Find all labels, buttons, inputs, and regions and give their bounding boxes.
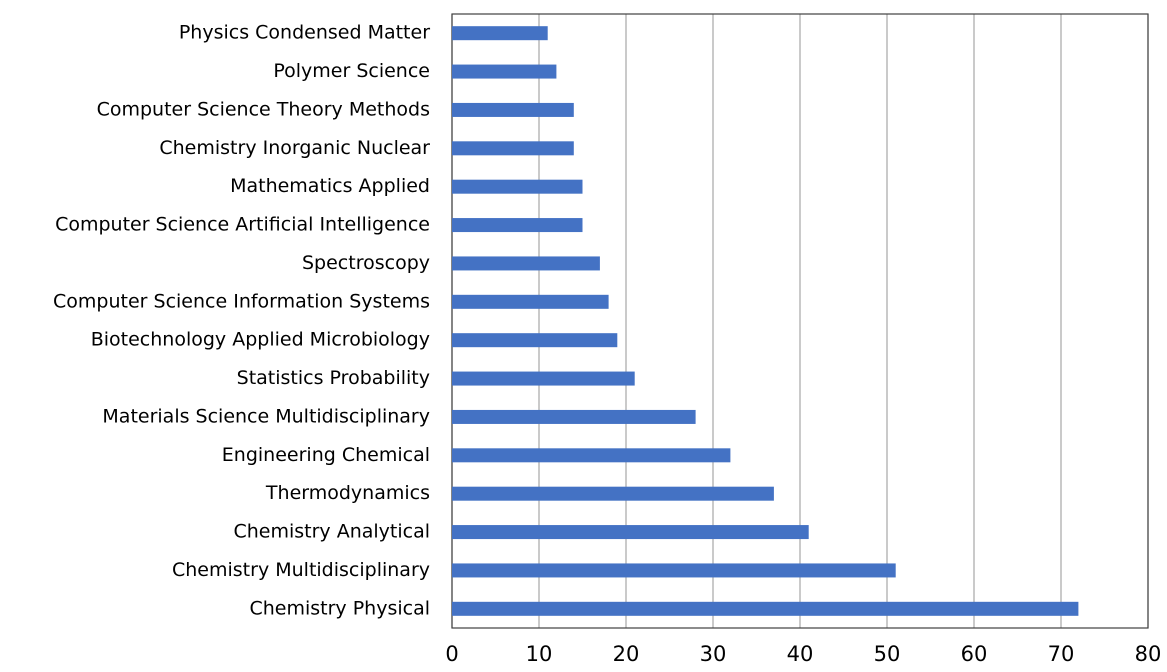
y-tick-label: Thermodynamics bbox=[265, 482, 430, 504]
y-tick-label: Chemistry Physical bbox=[249, 597, 430, 619]
y-tick-label: Mathematics Applied bbox=[230, 175, 430, 197]
x-tick-label: 60 bbox=[961, 642, 988, 666]
bar bbox=[452, 371, 635, 386]
y-tick-label: Computer Science Artificial Intelligence bbox=[55, 214, 430, 236]
x-tick-label: 70 bbox=[1048, 642, 1075, 666]
y-tick-label: Computer Science Information Systems bbox=[53, 290, 430, 312]
y-tick-label: Biotechnology Applied Microbiology bbox=[91, 329, 430, 351]
y-tick-label: Physics Condensed Matter bbox=[179, 22, 430, 44]
bar bbox=[452, 601, 1079, 616]
bar bbox=[452, 409, 696, 424]
x-tick-label: 80 bbox=[1135, 642, 1162, 666]
bar bbox=[452, 294, 609, 309]
x-tick-label: 50 bbox=[874, 642, 901, 666]
bar bbox=[452, 141, 574, 156]
y-tick-label: Spectroscopy bbox=[302, 252, 430, 274]
bar bbox=[452, 563, 896, 578]
x-tick-label: 40 bbox=[787, 642, 814, 666]
x-tick-label: 0 bbox=[445, 642, 458, 666]
bar bbox=[452, 102, 574, 117]
bar bbox=[452, 256, 600, 271]
y-tick-label: Chemistry Analytical bbox=[233, 521, 430, 543]
y-tick-label: Polymer Science bbox=[273, 60, 430, 82]
bar bbox=[452, 26, 548, 41]
y-tick-label: Chemistry Inorganic Nuclear bbox=[159, 137, 430, 159]
y-tick-label: Statistics Probability bbox=[237, 367, 430, 389]
bar bbox=[452, 218, 583, 233]
bar bbox=[452, 525, 809, 540]
plot-frame bbox=[451, 13, 1149, 629]
bar bbox=[452, 64, 557, 79]
bar bbox=[452, 486, 774, 501]
x-tick-label: 20 bbox=[613, 642, 640, 666]
y-tick-label: Materials Science Multidisciplinary bbox=[102, 405, 430, 427]
y-tick-label: Engineering Chemical bbox=[222, 444, 430, 466]
bar bbox=[452, 179, 583, 194]
y-tick-label: Computer Science Theory Methods bbox=[97, 98, 430, 120]
x-tick-label: 30 bbox=[700, 642, 727, 666]
y-tick-label: Chemistry Multidisciplinary bbox=[172, 559, 430, 581]
x-tick-label: 10 bbox=[526, 642, 553, 666]
bar bbox=[452, 448, 731, 463]
bar bbox=[452, 333, 618, 348]
